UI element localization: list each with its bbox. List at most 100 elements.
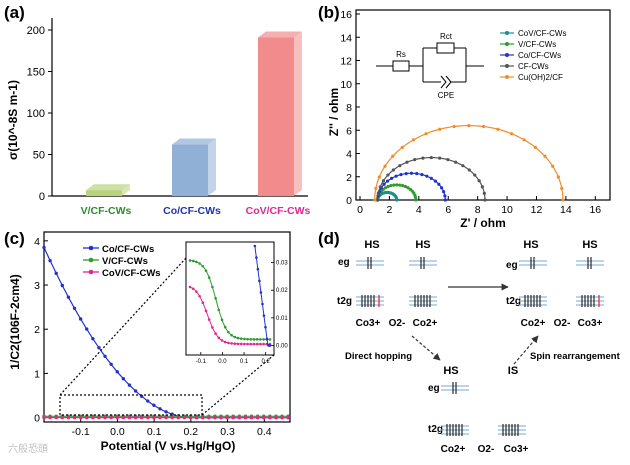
bar [86, 190, 122, 196]
inset-data-point [246, 342, 249, 346]
inset-data-point [249, 337, 253, 341]
data-point [42, 415, 46, 420]
data-point [480, 185, 484, 189]
inset-data-point [255, 342, 259, 346]
data-point [483, 198, 487, 202]
cpe-symbol [440, 75, 452, 89]
data-point [533, 145, 537, 149]
rct-resistor [436, 42, 455, 54]
inset-data-point [255, 256, 258, 259]
data-point [48, 415, 52, 420]
zoom-box [59, 394, 203, 416]
panel-c-label: (c) [4, 229, 25, 248]
panel-c-mott-schottky: (c) 1/C2(106F-2cm4) Potential (V vs.Hg/H… [4, 229, 291, 453]
y-tick-label: 4 [346, 149, 352, 161]
t2g-label: t2g [506, 296, 521, 307]
inset-frame [185, 241, 275, 356]
direct-hopping-label: Direct hopping [345, 351, 412, 362]
inset-x-tick-label: -0.1 [196, 359, 207, 365]
inset-data-point [259, 342, 262, 346]
panel-c-y-axis-label: 1/C2(106F-2cm4) [8, 274, 22, 369]
x-tick-label: 0.0 [110, 426, 125, 438]
data-point [115, 415, 119, 420]
ion-label: O2- [478, 444, 495, 455]
inset-data-point [268, 338, 272, 341]
legend-marker [505, 64, 509, 68]
category-label: Co/CF-CWs [163, 205, 221, 217]
data-point [446, 158, 450, 162]
data-point [395, 198, 399, 202]
bar-top [172, 138, 216, 145]
data-point [170, 415, 174, 420]
y-tick-label: 0 [34, 413, 40, 425]
x-tick-label: 10 [501, 204, 513, 216]
data-point [421, 156, 425, 160]
data-point [389, 176, 394, 180]
y-tick-label: 4 [34, 236, 40, 248]
eg-label: eg [338, 257, 350, 268]
inset-data-point [265, 337, 269, 341]
inset-data-point [227, 330, 230, 334]
inset-data-point [262, 338, 265, 341]
data-point [438, 127, 442, 131]
inset-data-point [258, 279, 261, 283]
data-point [97, 415, 101, 420]
y-tick-label: 6 [346, 125, 352, 137]
ion-label: O2- [389, 318, 406, 329]
data-point [509, 132, 514, 136]
bar-side [294, 31, 302, 196]
y-tick-label: 200 [27, 25, 45, 37]
y-tick-label: 3 [34, 280, 40, 292]
data-point [66, 415, 71, 420]
data-point [60, 415, 65, 420]
data-point [66, 295, 71, 299]
data-point [72, 306, 77, 311]
panel-a-y-axis-label: σ(10^-8S m-1) [6, 80, 20, 160]
data-point [286, 415, 290, 420]
data-point [78, 415, 83, 420]
inset-data-point [268, 344, 272, 347]
y-tick-label: 0 [346, 195, 352, 207]
inset-data-point [195, 260, 198, 264]
bar [172, 144, 208, 196]
inset-x-tick-label: 0.1 [240, 359, 249, 365]
data-point [54, 415, 58, 420]
panel-c-x-axis-label: Potential (V vs.Hg/HgO) [101, 439, 236, 453]
legend-label: V/CF-CWs [518, 40, 556, 49]
x-tick-label: 0.2 [184, 426, 199, 438]
y-tick-label: 0 [39, 191, 45, 203]
data-point [382, 182, 386, 186]
inset-data-point [233, 335, 237, 339]
data-point [386, 184, 390, 189]
data-point [72, 415, 77, 420]
ion-label: Co2+ [441, 444, 466, 455]
nyquist-series [373, 124, 565, 202]
rs-resistor [392, 60, 410, 72]
legend-label: CoV/CF-CWs [102, 268, 161, 279]
inset-y-tick-label: 0.02 [276, 288, 288, 294]
inset-data-point [239, 337, 243, 340]
data-point [207, 415, 211, 420]
data-point [467, 168, 471, 172]
panel-b-ticks: 0 2 4 6 8 10 12 14 16 0 2 4 6 8 10 12 14 16 [340, 9, 601, 216]
data-point [401, 184, 405, 188]
cpe-label: CPE [438, 91, 454, 100]
y-tick-label: 10 [340, 79, 352, 91]
data-point [127, 383, 132, 387]
data-point [420, 172, 424, 177]
inset-data-point [214, 332, 217, 335]
dashed-arrow [513, 335, 539, 365]
data-point [158, 415, 162, 420]
data-point [561, 198, 565, 202]
bar [258, 37, 294, 196]
spin-rearrangement-label: Spin rearrangement [530, 351, 621, 362]
data-point [54, 271, 58, 276]
data-point [473, 173, 477, 177]
data-point [176, 415, 180, 420]
panel-c-frame [43, 231, 291, 423]
data-point [442, 190, 446, 194]
data-point [386, 173, 390, 177]
data-point [376, 191, 380, 195]
data-point [522, 138, 526, 142]
data-point [133, 415, 138, 420]
